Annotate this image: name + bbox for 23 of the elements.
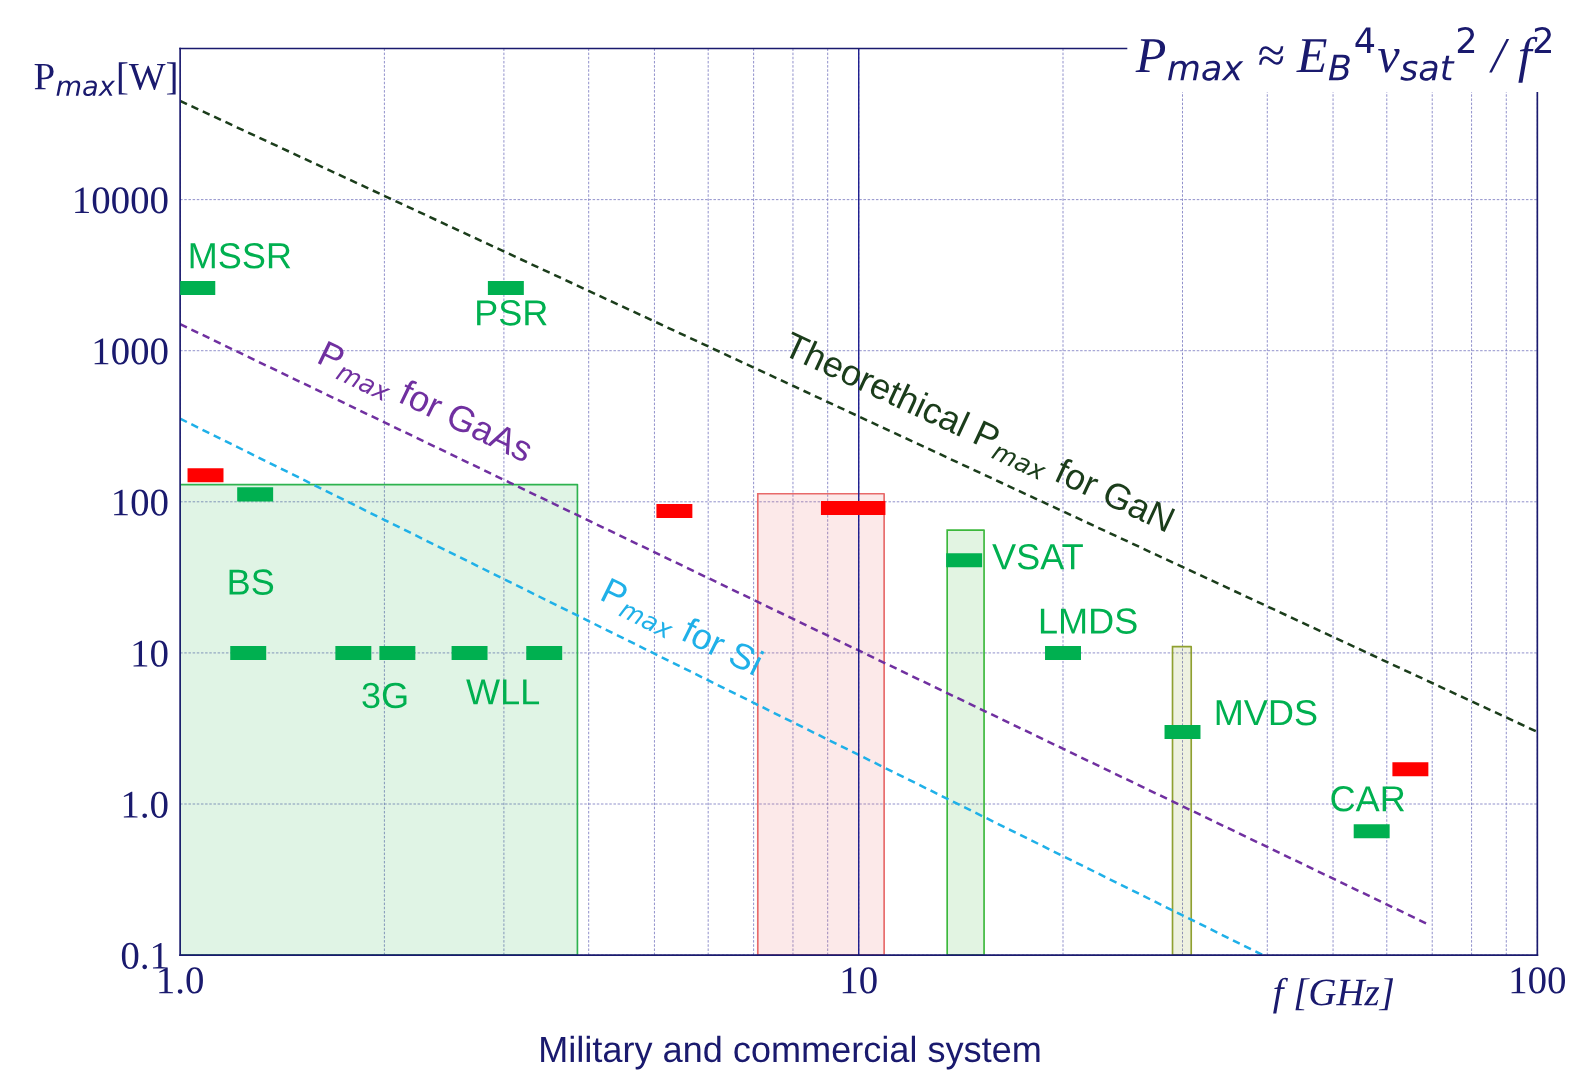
annotation: 3G [362, 682, 407, 709]
x-tick-label: 100 [1511, 967, 1566, 994]
annotation: PSR [477, 300, 547, 326]
y-tick-label: 1000 [94, 338, 168, 365]
text: Military and commercial system [541, 1035, 1040, 1070]
y-tick-label: 1.0 [123, 791, 168, 819]
x-tick-label: 10 [842, 967, 877, 994]
y-tick-label: 100 [114, 489, 168, 516]
annotation: MSSR [190, 242, 291, 269]
annotation: LMDS [1040, 608, 1137, 634]
y-tick-label: 10 [133, 640, 168, 667]
annotation: Theorethical P$_{max}$ for GaN [779, 330, 1176, 538]
annotation: CAR [1331, 786, 1405, 812]
annotation: P$_{max}$ for GaAs [315, 339, 536, 469]
y-axis-title: P$_{max}$[W] [34, 62, 176, 97]
annotation: MVDS [1216, 699, 1317, 726]
annotation: BS [229, 569, 274, 595]
x-axis-title: f [GHz] [1273, 977, 1394, 1014]
y-tick-label: 10000 [75, 187, 168, 214]
annotation: VSAT [992, 543, 1083, 570]
annotation: P$_{max}$ for Si [598, 576, 765, 681]
annotation: WLL [466, 679, 540, 705]
text: P$_{max}$ ≈ E$_{B}$$^{4}$v$_{sat}$$^{2}$ / f$^{2}$ [1135, 26, 1551, 83]
